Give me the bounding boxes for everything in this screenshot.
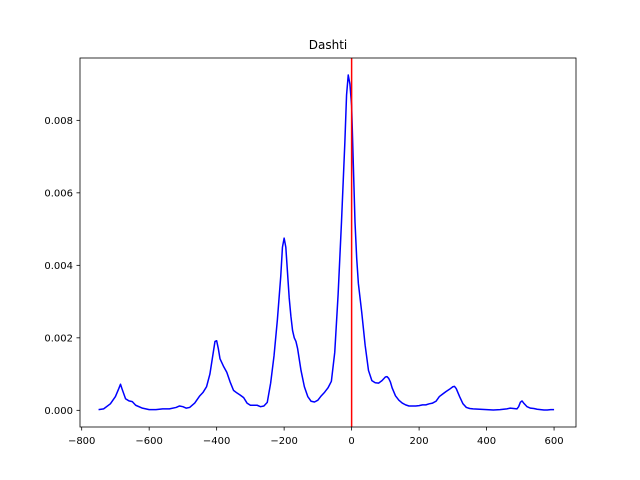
y-tick-label: 0.002 xyxy=(44,333,73,344)
x-tick-label: −600 xyxy=(135,436,162,447)
axes: −800 −600 −400 −200 0 200 400 600 0.000 0.002 0.00… xyxy=(44,57,577,447)
x-tick-label: −200 xyxy=(270,436,297,447)
y-tick-label: 0.000 xyxy=(44,406,73,417)
series-line-0 xyxy=(98,74,555,411)
y-tick-label: 0.008 xyxy=(44,116,73,127)
x-tick-label: 400 xyxy=(477,436,496,447)
y-tick-label: 0.004 xyxy=(44,261,73,272)
y-tick-label: 0.006 xyxy=(44,188,73,199)
x-tick-label: 0 xyxy=(348,436,354,447)
x-tick-label: −400 xyxy=(203,436,230,447)
x-tick-label: −800 xyxy=(68,436,95,447)
x-tick-label: 600 xyxy=(545,436,564,447)
plot-area xyxy=(98,58,555,427)
chart-title: Dashti xyxy=(309,38,348,52)
axes-frame xyxy=(79,57,577,428)
x-tick-label: 200 xyxy=(410,436,429,447)
